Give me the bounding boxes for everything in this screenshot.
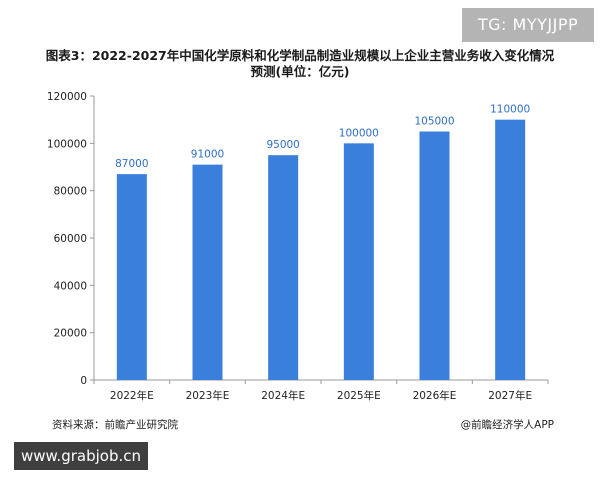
chart-title: 图表3：2022-2027年中国化学原料和化学制品制造业规模以上企业主营业务收入… <box>45 48 555 79</box>
bar-value-label: 87000 <box>115 158 148 170</box>
y-tick-label: 40000 <box>54 280 87 292</box>
y-tick-label: 80000 <box>54 186 87 198</box>
y-tick-label: 100000 <box>47 138 87 150</box>
watermark-badge-telegram: TG: MYYJJPP <box>462 8 594 42</box>
y-tick-label: 60000 <box>54 233 87 245</box>
chart-axes <box>93 96 548 381</box>
watermark-badge-site: www.grabjob.cn <box>14 442 148 470</box>
app-credit: @前瞻经济学人APP <box>460 419 554 431</box>
bar <box>419 131 450 380</box>
chart-x-ticks: 2022年E 2023年E 2024年E 2025年E 2026年E 2027年E <box>93 380 549 402</box>
bar <box>343 143 374 380</box>
x-tick-label: 2023年E <box>186 389 230 402</box>
x-tick-label: 2022年E <box>110 389 154 402</box>
bar-value-label: 105000 <box>414 116 454 128</box>
chart-bars <box>116 119 526 381</box>
bar-value-label: 95000 <box>266 139 299 151</box>
bar <box>268 155 299 380</box>
bar-value-label: 91000 <box>191 149 224 161</box>
source-note: 资料来源：前瞻产业研究院 <box>52 419 178 431</box>
chart-y-ticks: 0 20000 40000 60000 80000 100000 120000 <box>47 91 94 387</box>
bar <box>495 119 526 381</box>
bar <box>192 164 223 380</box>
bar-value-label: 100000 <box>339 127 379 139</box>
x-tick-label: 2024年E <box>261 389 305 402</box>
x-tick-label: 2025年E <box>337 389 381 402</box>
chart-data-labels: 87000 91000 95000 100000 105000 110000 <box>115 104 530 170</box>
x-tick-label: 2027年E <box>488 389 532 402</box>
bar <box>116 174 147 380</box>
y-tick-label: 120000 <box>47 91 87 103</box>
y-tick-label: 20000 <box>54 328 87 340</box>
x-tick-label: 2026年E <box>413 389 457 402</box>
y-tick-label: 0 <box>80 375 87 387</box>
bar-value-label: 110000 <box>490 104 530 116</box>
